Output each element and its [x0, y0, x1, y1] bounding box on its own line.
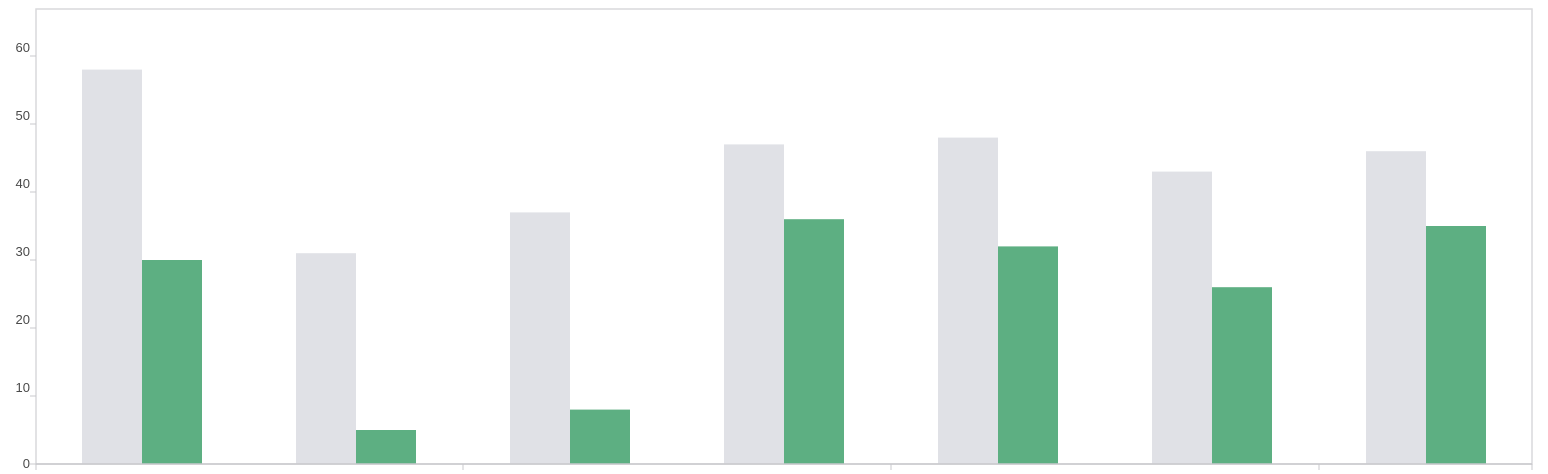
- bar-series-2-1: [142, 260, 202, 464]
- bar-series-1-1: [82, 69, 142, 464]
- bar-series-1-7: [1366, 151, 1426, 464]
- y-tick-label: 40: [16, 176, 30, 191]
- bar-series-2-5: [998, 246, 1058, 464]
- bar-series-2-7: [1426, 226, 1486, 464]
- y-axis-ticks: 0 10 20 30 40 50 60: [16, 40, 36, 471]
- bar-series-1-2: [296, 253, 356, 464]
- bar-series-2-4: [784, 219, 844, 464]
- y-tick-label: 50: [16, 108, 30, 123]
- y-tick-label: 30: [16, 244, 30, 259]
- y-tick-label: 60: [16, 40, 30, 55]
- y-tick-label: 20: [16, 312, 30, 327]
- y-tick-label: 0: [23, 456, 30, 471]
- bar-series-1-5: [938, 137, 998, 464]
- bar-series-1-4: [724, 144, 784, 464]
- bar-series-2-2: [356, 430, 416, 464]
- bar-series-2-3: [570, 409, 630, 464]
- bar-series-2-6: [1212, 287, 1272, 464]
- bar-series-1-6: [1152, 171, 1212, 464]
- x-axis: [35, 463, 1533, 470]
- bars: [82, 69, 1486, 464]
- bar-series-1-3: [510, 212, 570, 464]
- y-tick-label: 10: [16, 380, 30, 395]
